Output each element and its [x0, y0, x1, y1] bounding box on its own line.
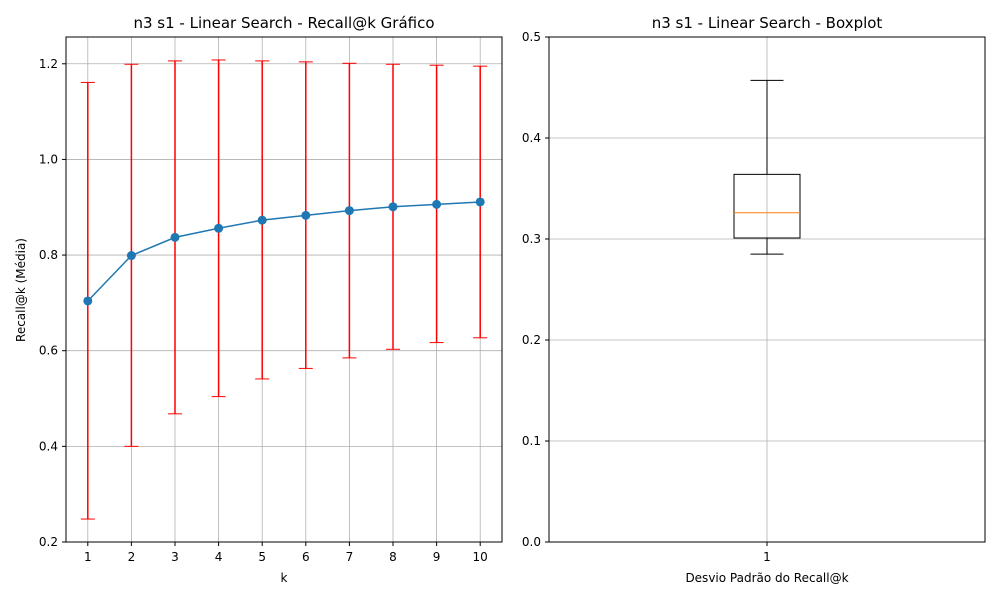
left-y-ticks: 0.2 0.4 0.6 0.8 1.0 1.2 — [39, 57, 66, 549]
right-y-tick-label: 0.4 — [522, 131, 541, 145]
left-x-tick-label: 9 — [433, 550, 441, 564]
right-x-tick-label: 1 — [763, 550, 771, 564]
right-y-ticks: 0.0 0.1 0.2 0.3 0.4 0.5 — [522, 30, 549, 549]
recall-data-point — [432, 199, 442, 209]
right-x-axis-label: Desvio Padrão do Recall@k — [685, 571, 848, 585]
left-y-tick-label: 0.6 — [39, 344, 58, 358]
left-x-tick-label: 6 — [302, 550, 310, 564]
left-x-tick-label: 8 — [389, 550, 397, 564]
left-x-axis-label: k — [281, 571, 288, 585]
left-x-tick-label: 4 — [215, 550, 223, 564]
boxplot-chart: n3 s1 - Linear Search - Boxplot 1 0.0 0.1… — [522, 14, 986, 585]
recall-line-chart: n3 s1 - Linear Search - Recall@k Gráfico… — [14, 14, 503, 585]
right-y-tick-label: 0.3 — [522, 232, 541, 246]
left-error-bars — [80, 59, 488, 520]
recall-data-point — [83, 296, 93, 306]
recall-data-point — [126, 251, 136, 261]
right-y-tick-label: 0.2 — [522, 333, 541, 347]
left-y-tick-label: 0.8 — [39, 248, 58, 262]
recall-data-point — [344, 206, 354, 216]
left-y-tick-label: 0.4 — [39, 439, 58, 453]
recall-data-point — [388, 202, 398, 212]
boxplot-box — [733, 79, 801, 255]
right-y-tick-label: 0.1 — [522, 434, 541, 448]
left-y-tick-label: 1.2 — [39, 57, 58, 71]
recall-data-point — [475, 197, 485, 207]
interquartile-box — [733, 173, 801, 239]
recall-data-point — [214, 223, 224, 233]
left-axes-frame — [65, 36, 503, 543]
left-x-tick-label: 7 — [346, 550, 354, 564]
left-x-tick-label: 3 — [171, 550, 179, 564]
left-x-ticks: 1 2 3 4 5 6 7 8 9 10 — [84, 542, 488, 564]
left-y-tick-label: 1.0 — [39, 152, 58, 166]
left-y-axis-label: Recall@k (Média) — [14, 238, 28, 342]
left-x-tick-label: 1 — [84, 550, 92, 564]
recall-data-point — [257, 215, 267, 225]
left-chart-title: n3 s1 - Linear Search - Recall@k Gráfico — [133, 14, 434, 32]
recall-series-line — [87, 201, 481, 302]
right-chart-title: n3 s1 - Linear Search - Boxplot — [652, 14, 883, 32]
recall-data-point — [170, 232, 180, 242]
right-x-ticks: 1 — [763, 542, 771, 564]
left-x-tick-label: 10 — [473, 550, 488, 564]
left-y-tick-label: 0.2 — [39, 535, 58, 549]
left-x-tick-label: 2 — [128, 550, 136, 564]
left-series — [83, 197, 485, 306]
right-y-tick-label: 0.5 — [522, 30, 541, 44]
left-x-tick-label: 5 — [258, 550, 266, 564]
recall-data-point — [301, 210, 311, 220]
right-y-tick-label: 0.0 — [522, 535, 541, 549]
